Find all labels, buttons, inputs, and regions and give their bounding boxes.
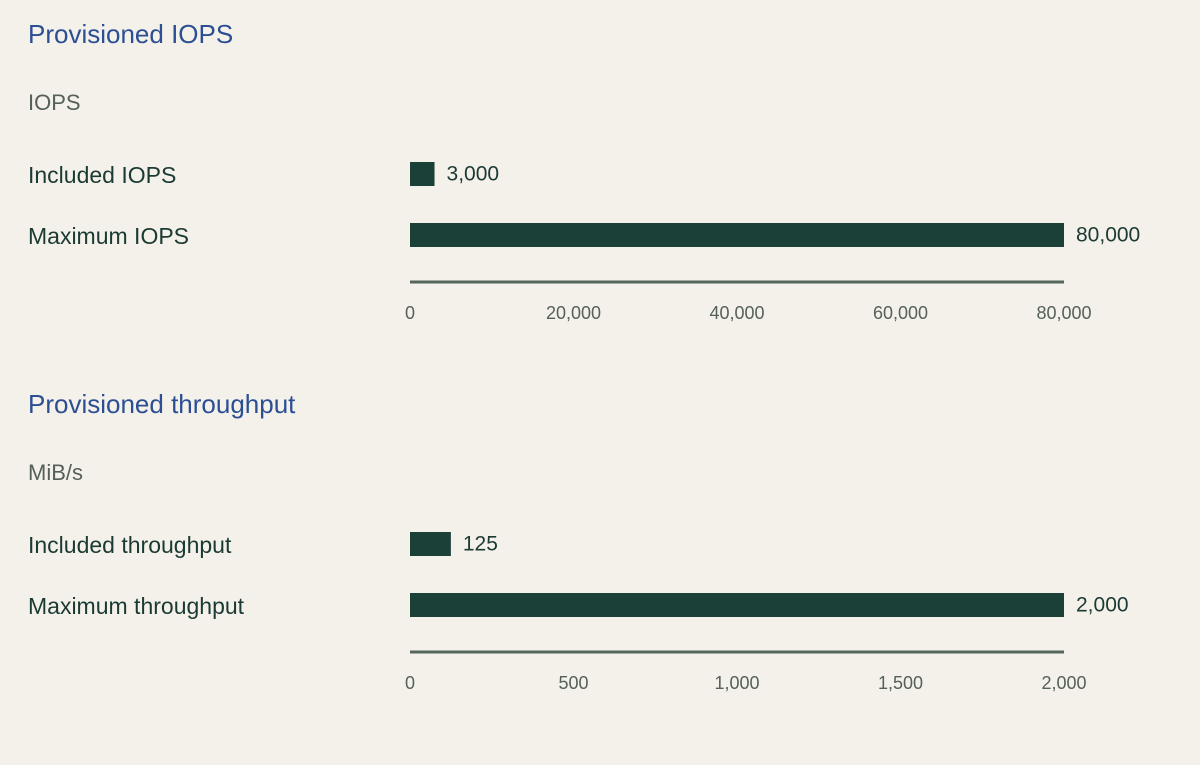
unit-label: MiB/s bbox=[28, 460, 83, 485]
chart-title: Provisioned IOPS bbox=[28, 19, 233, 49]
x-tick-label: 1,500 bbox=[878, 673, 923, 693]
x-tick-label: 40,000 bbox=[709, 303, 764, 323]
value-label: 2,000 bbox=[1076, 594, 1129, 617]
x-tick-label: 60,000 bbox=[873, 303, 928, 323]
x-tick-label: 0 bbox=[405, 303, 415, 323]
x-tick-label: 20,000 bbox=[546, 303, 601, 323]
category-label: Maximum IOPS bbox=[28, 223, 189, 249]
unit-label: IOPS bbox=[28, 90, 81, 115]
bar bbox=[410, 593, 1064, 617]
x-tick-label: 80,000 bbox=[1036, 303, 1091, 323]
category-label: Included throughput bbox=[28, 532, 232, 558]
x-tick-label: 2,000 bbox=[1041, 673, 1086, 693]
value-label: 80,000 bbox=[1076, 224, 1140, 247]
bar bbox=[410, 532, 451, 556]
x-tick-label: 500 bbox=[558, 673, 588, 693]
bar bbox=[410, 223, 1064, 247]
bar bbox=[410, 162, 435, 186]
category-label: Included IOPS bbox=[28, 162, 176, 188]
value-label: 3,000 bbox=[447, 163, 500, 186]
x-tick-label: 0 bbox=[405, 673, 415, 693]
x-tick-label: 1,000 bbox=[714, 673, 759, 693]
chart-title: Provisioned throughput bbox=[28, 389, 296, 419]
category-label: Maximum throughput bbox=[28, 593, 245, 619]
value-label: 125 bbox=[463, 533, 498, 556]
